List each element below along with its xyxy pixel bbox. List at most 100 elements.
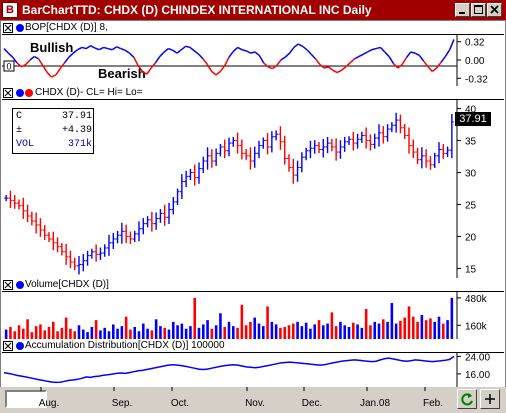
bop-line-segment	[367, 49, 373, 53]
close-price-panel-button[interactable]	[3, 88, 13, 98]
volume-bar	[154, 319, 158, 339]
bop-line-segment	[128, 52, 135, 58]
volume-bar	[202, 324, 205, 339]
volume-bar	[326, 323, 329, 339]
price-chart-panel[interactable]: 40 35 30 25 20 15	[2, 99, 504, 278]
volume-bar	[129, 329, 132, 339]
bop-line-segment	[146, 67, 152, 75]
close-label: C	[16, 111, 23, 122]
y-axis-label: 30	[465, 169, 477, 180]
volume-bar	[257, 323, 261, 339]
volume-bar	[90, 327, 94, 339]
bop-line-segment	[341, 66, 347, 71]
volume-bar	[450, 297, 454, 339]
volume-bar	[236, 327, 239, 339]
volume-chart-panel[interactable]: 480k 160k	[2, 291, 504, 339]
bop-line-segment	[314, 58, 321, 66]
volume-bar	[64, 317, 68, 339]
series-color-dot	[16, 89, 24, 97]
y-axis-label: -0.32	[465, 74, 488, 85]
bullish-label: Bullish	[30, 40, 73, 55]
volume-bar	[77, 325, 81, 339]
volume-bar	[223, 327, 226, 339]
bop-line-segment	[42, 65, 48, 73]
bop-line-segment	[371, 47, 377, 51]
quote-box: C 37.91 ± +4.39 VOL 371k	[12, 108, 94, 154]
bop-line-segment	[431, 67, 438, 73]
volume-bar	[343, 325, 346, 339]
bop-line-segment	[267, 66, 273, 70]
volume-bar	[274, 324, 278, 339]
volume-bar	[142, 323, 145, 339]
volume-bar	[407, 306, 411, 339]
volume-bar	[347, 327, 351, 339]
maximize-button[interactable]	[471, 3, 486, 17]
volume-bar	[9, 327, 12, 339]
volume-bar	[86, 332, 89, 339]
volume-bar	[163, 327, 166, 339]
bop-line-segment	[55, 68, 61, 76]
close-button[interactable]	[487, 3, 502, 17]
volume-bar	[424, 320, 428, 339]
bop-line-segment	[436, 61, 442, 69]
volume-bar	[339, 321, 342, 339]
volume-bar	[172, 321, 175, 339]
volume-bar	[244, 325, 248, 339]
volume-bar	[99, 330, 102, 339]
bop-line-segment	[46, 72, 53, 78]
x-axis-label: Jan.08	[360, 398, 390, 409]
volume-bar	[13, 331, 16, 339]
bop-line-segment	[185, 45, 191, 49]
volume-bar	[283, 327, 286, 339]
y-axis-label: 0.32	[465, 38, 485, 49]
bop-line-segment	[224, 56, 230, 67]
bop-line-segment	[98, 46, 104, 51]
bop-line-segment	[81, 46, 87, 50]
bop-indicator-panel[interactable]: 0 Bullish Bearish 0.32 0.00 -0.32	[2, 34, 504, 86]
bop-line-segment	[444, 49, 451, 57]
bop-line-segment	[63, 56, 70, 64]
volume-bar	[437, 316, 441, 339]
ad-chart-panel[interactable]: 24.00 16.00	[2, 352, 504, 387]
volume-bar	[292, 323, 295, 339]
add-button[interactable]	[480, 389, 500, 409]
close-bop-panel-button[interactable]	[3, 23, 13, 33]
volume-bar	[116, 328, 119, 339]
bop-line-segment	[116, 46, 122, 50]
volume-bar	[262, 326, 265, 339]
volume-bar	[249, 321, 252, 339]
x-axis: Aug. Sep. Oct. Nov. Dec. Jan.08 Feb.	[39, 387, 443, 409]
bop-line-segment	[12, 56, 18, 64]
volume-bar	[420, 315, 424, 339]
plus-icon	[485, 394, 495, 404]
volume-bar	[296, 321, 299, 339]
minimize-button[interactable]	[455, 3, 470, 17]
bop-line-segment	[302, 45, 308, 51]
date-scroll-box[interactable]	[5, 390, 47, 408]
bop-line-segment	[176, 49, 182, 54]
x-axis-label: Aug.	[39, 398, 60, 409]
volume-bar	[356, 324, 359, 339]
bop-line-segment	[133, 56, 139, 67]
volume-bar	[159, 326, 162, 339]
window-titlebar[interactable]: B BarChartTTD: CHDX (D) CHINDEX INTERNAT…	[0, 0, 506, 20]
close-volume-panel-button[interactable]	[3, 280, 13, 290]
bop-line-segment	[77, 46, 83, 51]
volume-bar	[137, 331, 141, 339]
x-axis-label: Oct.	[171, 398, 189, 409]
y-axis-label: 24.00	[465, 352, 490, 363]
volume-bar	[416, 321, 419, 339]
bop-line-segment	[103, 46, 109, 50]
bop-line-segment	[107, 47, 113, 51]
close-ad-panel-button[interactable]	[3, 341, 13, 351]
volume-bar	[103, 327, 106, 339]
bop-line-segment	[124, 49, 130, 54]
refresh-button[interactable]	[457, 389, 477, 409]
volume-bar	[60, 327, 64, 339]
bop-line-segment	[418, 54, 425, 62]
bop-line-segment	[379, 46, 386, 53]
volume-bar	[22, 328, 25, 339]
volume-bar	[47, 327, 51, 339]
volume-value: 371k	[67, 139, 92, 150]
last-price-tag: 37.91	[455, 112, 491, 126]
